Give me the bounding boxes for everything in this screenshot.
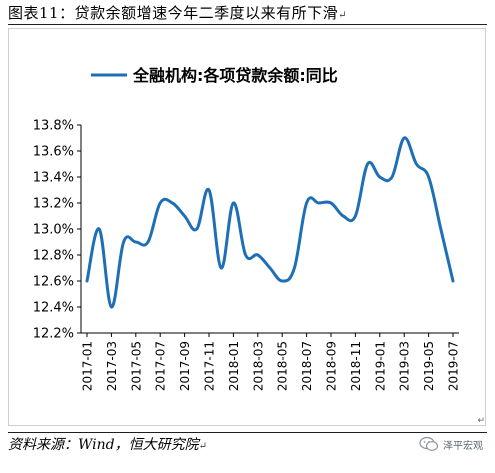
x-tick-label: 2018-09 [325, 341, 339, 391]
y-tick-label: 13.8% [33, 119, 74, 134]
y-tick-label: 12.6% [33, 275, 74, 290]
y-tick-label: 13.0% [33, 223, 74, 238]
figure-title: 图表11：贷款余额增速今年二季度以来有所下滑↵ [8, 2, 487, 25]
x-tick-label: 2019-07 [447, 341, 461, 391]
x-tick-label: 2018-07 [300, 341, 314, 391]
y-tick-label: 13.2% [33, 197, 74, 212]
source-text: 资料来源：Wind，恒大研究院 [8, 437, 199, 453]
x-tick-label: 2017-01 [81, 341, 95, 391]
y-tick-label: 12.8% [33, 249, 74, 264]
x-tick-label: 2019-03 [398, 341, 412, 391]
x-tick-label: 2019-01 [373, 341, 387, 391]
watermark: 泽平宏观 [419, 436, 483, 452]
y-tick-label: 13.6% [33, 145, 74, 160]
x-tick-label: 2017-05 [129, 341, 143, 391]
source-note: 资料来源：Wind，恒大研究院↵ [8, 432, 487, 457]
chart-frame: 全融机构:各项贷款余额:同比 12.2% 12.4% 12.6% 12.8% 13.0%… [8, 28, 486, 426]
x-tick-label: 2018-01 [227, 341, 241, 391]
paragraph-mark: ↵ [338, 10, 347, 21]
y-tick-label: 12.4% [33, 301, 74, 316]
y-tick-label: 12.2% [33, 327, 74, 342]
x-tick-label: 2017-07 [154, 341, 168, 391]
x-tick-label: 2017-11 [203, 341, 217, 391]
x-tick-label: 2017-09 [178, 341, 192, 391]
series-group [85, 136, 455, 309]
series-line [85, 136, 455, 309]
wechat-icon [419, 436, 439, 451]
paragraph-mark-chart: ↵ [477, 416, 485, 426]
x-tick-label: 2017-03 [105, 341, 119, 391]
x-tick-label: 2018-11 [349, 341, 363, 391]
legend: 全融机构:各项贷款余额:同比 [91, 66, 338, 85]
watermark-text: 泽平宏观 [443, 440, 483, 452]
legend-label: 全融机构:各项贷款余额:同比 [132, 66, 338, 85]
y-axis: 12.2% 12.4% 12.6% 12.8% 13.0% 13.2% 13.4% 13.6%… [33, 119, 82, 342]
y-tick-label: 13.4% [33, 171, 74, 186]
x-axis: 2017-01 2017-03 2017-05 2017-07 2017-09 2017-… [81, 332, 461, 391]
x-tick-label: 2018-05 [276, 341, 290, 391]
figure-title-text: 图表11：贷款余额增速今年二季度以来有所下滑 [8, 4, 339, 22]
x-tick-label: 2019-05 [422, 341, 436, 391]
source-paragraph-mark: ↵ [198, 441, 207, 452]
line-chart: 全融机构:各项贷款余额:同比 12.2% 12.4% 12.6% 12.8% 13.0%… [33, 66, 461, 391]
x-tick-label: 2018-03 [251, 341, 265, 391]
